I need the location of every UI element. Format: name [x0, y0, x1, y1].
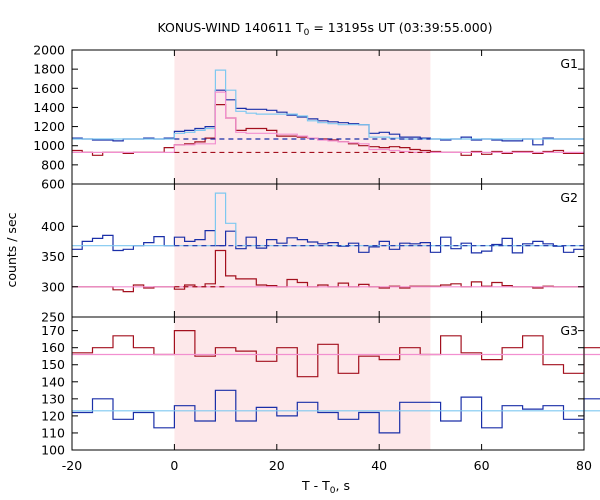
panel-g1-ytick-label-1400: 1400 [33, 100, 65, 115]
shaded-interval [174, 50, 431, 450]
x-axis-label: T - T0, s [301, 478, 350, 496]
panel-g1-ytick-label-2000: 2000 [33, 43, 65, 58]
xtick-label--20: -20 [62, 458, 82, 473]
panel-g3-ytick-label-120: 120 [41, 408, 65, 423]
panel-g2-ytick-label-250: 250 [41, 310, 65, 325]
xtick-label-0: 0 [170, 458, 178, 473]
y-axis-label: counts / sec [4, 212, 19, 287]
panel-g3-label: G3 [560, 323, 578, 338]
xtick-label-40: 40 [371, 458, 387, 473]
panel-g3-ytick-label-140: 140 [41, 374, 65, 389]
panel-g1-ytick-label-1000: 1000 [33, 138, 65, 153]
panel-g3-ytick-label-150: 150 [41, 357, 65, 372]
panel-g1-ytick-label-1800: 1800 [33, 62, 65, 77]
chart-title: KONUS-WIND 140611 T0 = 13195s UT (03:39:… [157, 20, 492, 38]
panel-g2-ytick-label-300: 300 [41, 279, 65, 294]
panel-g3-ytick-label-130: 130 [41, 391, 65, 406]
panel-g1-series-red_model-3 [72, 91, 584, 153]
panel-g1-ytick-label-1600: 1600 [33, 81, 65, 96]
panel-g1-label: G1 [560, 56, 578, 71]
panel-g1-ytick-label-1200: 1200 [33, 119, 65, 134]
xtick-label-60: 60 [474, 458, 490, 473]
panel-g1-series-blue_model-1 [72, 69, 584, 140]
panel-g3-ytick-label-160: 160 [41, 340, 65, 355]
panel-g3-frame [71, 316, 585, 451]
panel-g2-label: G2 [560, 190, 578, 205]
panel-g3-ytick-label-170: 170 [41, 323, 65, 338]
panel-g2-ytick-label-400: 400 [41, 219, 65, 234]
xtick-label-20: 20 [269, 458, 285, 473]
panel-g1-ytick-label-800: 800 [41, 157, 65, 172]
panel-g3-ytick-label-100: 100 [41, 443, 65, 458]
xtick-label-80: 80 [576, 458, 592, 473]
panel-g2-ytick-label-350: 350 [41, 249, 65, 264]
panel-g2-series-blue_data-0 [72, 230, 584, 254]
panel-g3-ytick-label-110: 110 [41, 425, 65, 440]
panel-g1-ytick-label-600: 600 [41, 177, 65, 192]
